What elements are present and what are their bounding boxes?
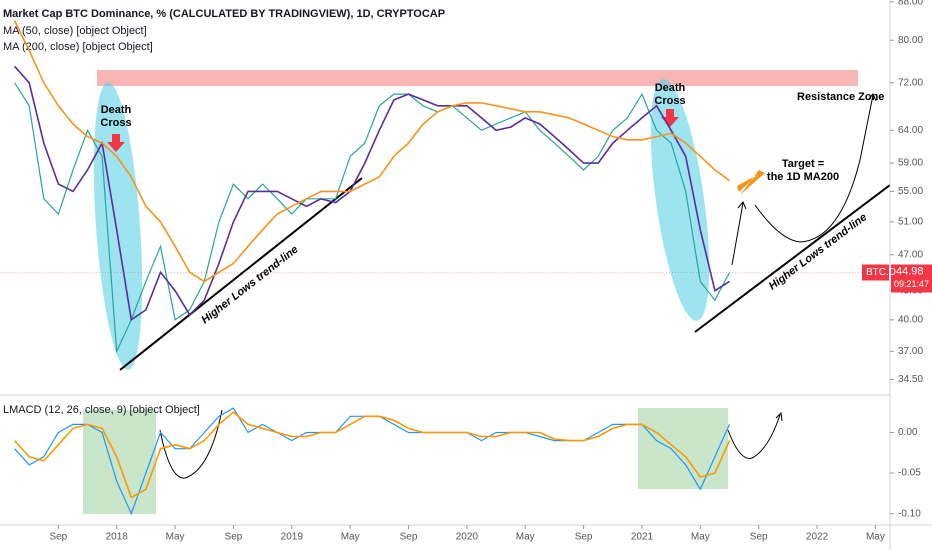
- projection: [159, 409, 223, 479]
- y-tick-label: 59.00: [898, 158, 923, 169]
- legend-ma50: MA (50, close) [object Object]: [3, 25, 147, 37]
- lmacd-title: LMACD (12, 26, close, 9) [object Object]: [3, 404, 200, 416]
- x-tick-label: 2022: [806, 532, 829, 543]
- symbol-label: BTC.D: [866, 267, 896, 278]
- x-tick-label: Sep: [49, 532, 67, 543]
- y-tick-label: 34.50: [898, 374, 923, 385]
- y-tick-label: -0.05: [898, 468, 921, 479]
- green-zone: [83, 410, 156, 514]
- x-tick-label: May: [691, 532, 710, 543]
- price-value: 44.98: [896, 265, 924, 277]
- projection: [754, 94, 874, 243]
- price-box: [891, 264, 932, 293]
- red-arrow: [107, 134, 125, 152]
- arrow-head: [737, 201, 747, 210]
- cyan-ellipse: [93, 82, 143, 370]
- chart-title: Market Cap BTC Dominance, % (CALCULATED …: [3, 8, 445, 20]
- x-tick-label: 2020: [456, 532, 479, 543]
- x-tick-label: Sep: [750, 532, 768, 543]
- arrow-head: [867, 93, 877, 102]
- annotation: Cross: [100, 117, 131, 129]
- annotation: Target =: [782, 158, 824, 170]
- annotation: Death: [101, 104, 132, 116]
- y-tick-label: 88.00: [898, 0, 923, 7]
- y-tick-label: 0.00: [898, 427, 918, 438]
- x-tick-label: May: [866, 532, 885, 543]
- orange-arrow: [737, 170, 765, 195]
- annotation: Higher Lows trend-line: [199, 244, 300, 327]
- x-tick-label: 2021: [631, 532, 654, 543]
- series-line: [14, 82, 731, 354]
- cyan-ellipse: [650, 79, 710, 321]
- series-line: [14, 411, 731, 499]
- x-tick-label: May: [341, 532, 360, 543]
- y-tick-label: 55.00: [898, 186, 923, 197]
- y-tick-label: 72.00: [898, 77, 923, 88]
- x-tick-label: Sep: [400, 532, 418, 543]
- y-tick-label: 51.00: [898, 216, 923, 227]
- arrow-head: [775, 411, 783, 422]
- x-tick-label: Sep: [225, 532, 243, 543]
- arrow: [731, 202, 744, 266]
- y-tick-label: -0.10: [898, 508, 921, 519]
- resistance-zone: [97, 70, 858, 86]
- y-tick-label: 37.00: [898, 346, 923, 357]
- symbol-box: [862, 264, 889, 281]
- annotation: Death: [655, 82, 686, 94]
- y-tick-label: 40.00: [898, 314, 923, 325]
- legend-ma200: MA (200, close) [object Object]: [3, 41, 153, 53]
- countdown: 09:21:47: [894, 279, 929, 289]
- annotation: Cross: [654, 95, 685, 107]
- series-line: [14, 65, 730, 322]
- x-tick-label: 2019: [281, 532, 304, 543]
- trend-line: [694, 184, 891, 333]
- projection: [727, 414, 781, 459]
- annotation: the 1D MA200: [767, 171, 839, 183]
- red-arrow: [661, 109, 679, 127]
- series-line: [13, 20, 730, 283]
- green-zone: [638, 408, 728, 489]
- trend-line: [119, 177, 363, 371]
- y-tick-label: 64.00: [898, 125, 923, 136]
- annotation: Higher Lows trend-line: [767, 211, 869, 292]
- x-tick-label: May: [166, 532, 185, 543]
- y-tick-label: 80.00: [898, 35, 923, 46]
- x-tick-label: 2018: [106, 532, 129, 543]
- y-tick-label: 47.00: [898, 249, 923, 260]
- annotation: Resistance Zone: [797, 91, 884, 103]
- axes: Sep 2018 May Sep 2019 May Sep 2020 May Sep 2021 May…: [49, 0, 923, 543]
- x-tick-label: Sep: [575, 532, 593, 543]
- x-tick-label: May: [516, 532, 535, 543]
